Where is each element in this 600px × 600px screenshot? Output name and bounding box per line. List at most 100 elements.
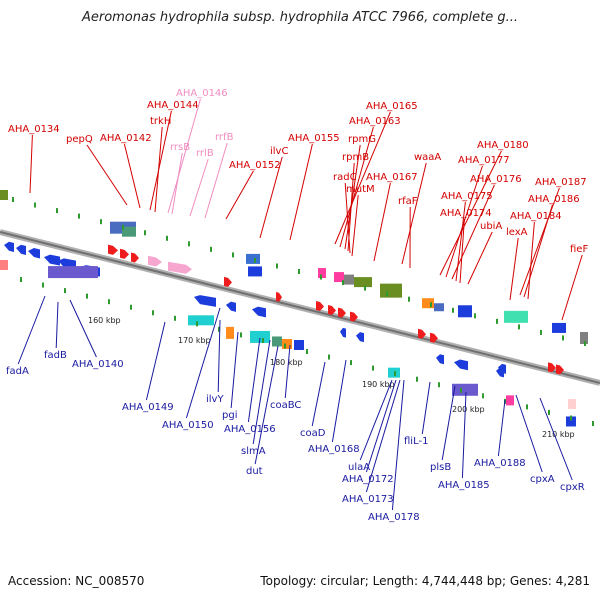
bottom-gene-label[interactable]: AHA_0150 <box>162 420 214 431</box>
gene-box[interactable] <box>0 260 8 270</box>
gene-box[interactable] <box>246 253 260 264</box>
top-gene-label[interactable]: rpmB <box>342 152 369 163</box>
bottom-gene-label[interactable]: AHA_0173 <box>342 494 394 505</box>
gene-box[interactable] <box>188 315 214 326</box>
gene-box[interactable] <box>48 266 98 279</box>
bottom-gene-label[interactable]: coaBC <box>270 400 301 411</box>
gene-arrow[interactable] <box>120 248 129 259</box>
gene-arrow[interactable] <box>338 307 346 318</box>
gene-box[interactable] <box>552 322 566 333</box>
gene-arrow[interactable] <box>436 354 444 365</box>
top-gene-label[interactable]: radC <box>333 172 357 183</box>
gene-arrow[interactable] <box>350 311 358 322</box>
bottom-gene-label[interactable]: AHA_0140 <box>72 359 124 370</box>
top-gene-label[interactable]: lexA <box>506 227 528 238</box>
bottom-gene-label[interactable]: pgi <box>222 410 237 421</box>
gene-box[interactable] <box>504 310 528 323</box>
bottom-gene-label[interactable]: dut <box>246 466 263 477</box>
bottom-gene-label[interactable]: slmA <box>241 446 266 457</box>
top-gene-label[interactable]: AHA_0146 <box>176 88 228 99</box>
gene-box[interactable] <box>566 416 576 427</box>
bottom-gene-label[interactable]: fliL-1 <box>404 436 428 447</box>
bottom-gene-label[interactable]: cpxR <box>560 482 585 493</box>
top-gene-label[interactable]: AHA_0167 <box>366 172 418 183</box>
bottom-gene-label[interactable]: cpxA <box>530 474 555 485</box>
gene-box[interactable] <box>334 272 344 283</box>
top-gene-label[interactable]: AHA_0176 <box>470 174 522 185</box>
bottom-gene-label[interactable]: fadB <box>44 350 67 361</box>
gene-box[interactable] <box>434 303 444 312</box>
gene-arrow[interactable] <box>4 241 14 253</box>
top-gene-label[interactable]: ilvC <box>270 146 288 157</box>
top-gene-label[interactable]: ubiA <box>480 221 502 232</box>
gene-box[interactable] <box>568 398 576 409</box>
gene-arrow[interactable] <box>16 244 26 256</box>
top-gene-label[interactable]: AHA_0163 <box>349 116 401 127</box>
top-gene-label[interactable]: pepQ <box>66 134 93 145</box>
gene-box[interactable] <box>122 226 136 237</box>
gene-arrow[interactable] <box>548 362 556 373</box>
top-gene-label[interactable]: AHA_0187 <box>535 177 587 188</box>
gene-arrow[interactable] <box>108 244 118 255</box>
bottom-gene-label[interactable]: AHA_0185 <box>438 480 490 491</box>
top-gene-label[interactable]: rrlB <box>196 148 214 159</box>
bottom-gene-label[interactable]: coaD <box>300 428 326 439</box>
top-gene-label[interactable]: AHA_0152 <box>229 160 281 171</box>
gene-arrow[interactable] <box>194 295 216 307</box>
gene-box[interactable] <box>458 305 472 318</box>
gene-arrow[interactable] <box>454 359 468 371</box>
bottom-gene-label[interactable]: AHA_0188 <box>474 458 526 469</box>
gene-arrow[interactable] <box>224 276 232 287</box>
gene-arrow[interactable] <box>44 254 60 266</box>
top-gene-label[interactable]: AHA_0184 <box>510 211 562 222</box>
gene-arrow[interactable] <box>340 327 346 338</box>
gene-box[interactable] <box>0 190 8 200</box>
top-gene-label[interactable]: rrfB <box>215 132 234 143</box>
top-gene-label[interactable]: AHA_0144 <box>147 100 199 111</box>
top-gene-label[interactable]: AHA_0186 <box>528 194 580 205</box>
top-gene-label[interactable]: AHA_0177 <box>458 155 510 166</box>
top-gene-label[interactable]: rrsB <box>170 142 190 153</box>
top-gene-label[interactable]: rpmG <box>348 134 376 145</box>
top-gene-label[interactable]: AHA_0134 <box>8 124 60 135</box>
gene-arrow[interactable] <box>28 248 40 259</box>
gene-arrow[interactable] <box>556 364 564 375</box>
gene-box[interactable] <box>318 268 326 279</box>
gene-box[interactable] <box>580 331 588 344</box>
top-gene-label[interactable]: AHA_0155 <box>288 133 340 144</box>
bottom-gene-label[interactable]: plsB <box>430 462 451 473</box>
bottom-gene-label[interactable]: AHA_0172 <box>342 474 394 485</box>
gene-arrow[interactable] <box>498 363 506 374</box>
bottom-gene-label[interactable]: AHA_0149 <box>122 402 174 413</box>
gene-box[interactable] <box>506 395 514 406</box>
gene-arrow[interactable] <box>276 291 282 302</box>
gene-box[interactable] <box>248 266 262 277</box>
gene-box[interactable] <box>250 330 270 343</box>
top-gene-label[interactable]: AHA_0142 <box>100 133 152 144</box>
gene-arrow[interactable] <box>356 332 364 343</box>
gene-arrow[interactable] <box>418 328 426 339</box>
top-gene-label[interactable]: AHA_0180 <box>477 140 529 151</box>
top-gene-label[interactable]: AHA_0175 <box>441 191 493 202</box>
bottom-gene-label[interactable]: ilvY <box>206 394 224 405</box>
gene-arrow[interactable] <box>252 306 266 318</box>
gene-box[interactable] <box>354 277 372 288</box>
gene-arrow[interactable] <box>148 255 162 267</box>
gene-box[interactable] <box>422 298 434 309</box>
top-gene-label[interactable]: AHA_0174 <box>440 208 492 219</box>
gene-box[interactable] <box>294 339 304 350</box>
gene-arrow[interactable] <box>328 305 336 316</box>
top-gene-label[interactable]: fieF <box>570 244 588 255</box>
gene-box[interactable] <box>272 336 282 347</box>
gene-arrow[interactable] <box>430 332 438 343</box>
bottom-gene-label[interactable]: AHA_0178 <box>368 512 420 523</box>
bottom-gene-label[interactable]: ulaA <box>348 462 370 473</box>
gene-box[interactable] <box>226 326 234 339</box>
top-gene-label[interactable]: rfaF <box>398 196 418 207</box>
bottom-gene-label[interactable]: AHA_0168 <box>308 444 360 455</box>
top-gene-label[interactable]: AHA_0165 <box>366 101 418 112</box>
top-gene-label[interactable]: mutM <box>346 184 375 195</box>
gene-arrow[interactable] <box>131 252 139 263</box>
top-gene-label[interactable]: trkH <box>150 116 171 127</box>
top-gene-label[interactable]: waaA <box>414 152 441 163</box>
